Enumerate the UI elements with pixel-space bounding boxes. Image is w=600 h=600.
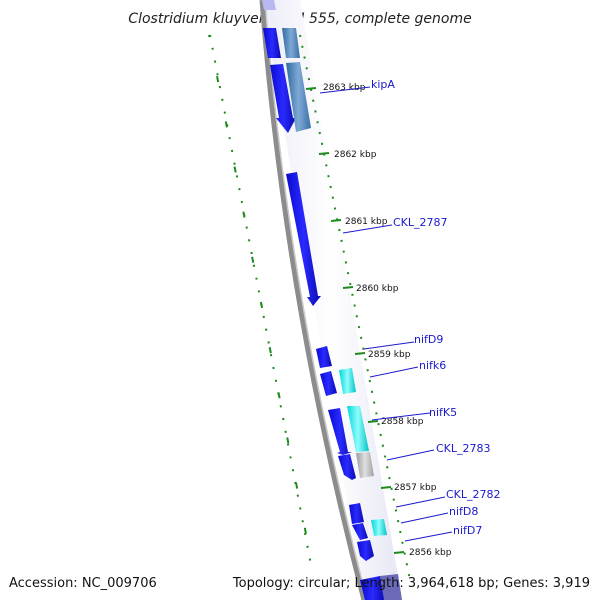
gene-arrow-kipA[interactable]	[286, 62, 311, 132]
gene-label-CKL-2782[interactable]: CKL_2782	[446, 488, 501, 501]
tick-label: 2859 kbp	[368, 350, 411, 360]
gene-arrow-nifk6[interactable]	[339, 368, 356, 394]
gene-arrow-CKL-2783-left[interactable]	[338, 454, 356, 480]
gene-arrow[interactable]	[282, 28, 300, 58]
genome-backbone	[259, 0, 367, 600]
scale-ticks: 2863 kbp 2862 kbp 2861 kbp 2860 kbp 2859…	[305, 83, 452, 558]
gene-label-kipA[interactable]: kipA	[371, 78, 395, 91]
gene-label-nifk6[interactable]: nifk6	[419, 359, 446, 372]
gene-arrow[interactable]	[360, 576, 385, 600]
gene-arrow[interactable]	[262, 0, 276, 10]
tick-label: 2856 kbp	[409, 548, 452, 558]
gene-arrow-nifK5-left[interactable]	[328, 408, 352, 455]
tick-label: 2861 kbp	[345, 217, 388, 227]
scale-tick	[305, 87, 317, 90]
scale-tick	[393, 551, 405, 554]
gene-label-nifK5[interactable]: nifK5	[429, 406, 457, 419]
gene-arrow-nifD9[interactable]	[316, 346, 332, 368]
gene-labels: kipA CKL_2787 nifD9 nifk6 nifK5 CKL_2783…	[371, 78, 501, 537]
gene-arrow-nifK5[interactable]	[347, 406, 369, 452]
gene-arrow-nifD7[interactable]	[357, 540, 374, 561]
tick-label: 2863 kbp	[323, 83, 366, 93]
genome-backbone-highlight	[264, 0, 368, 600]
tick-label: 2858 kbp	[381, 417, 424, 427]
gene-label-nifD7[interactable]: nifD7	[453, 524, 482, 537]
gene-label-nifD9[interactable]: nifD9	[414, 333, 443, 346]
gene-arrow-kipA-left[interactable]	[270, 64, 296, 133]
gene-arrow-nifD7-feature[interactable]	[371, 519, 387, 536]
scale-tick	[318, 152, 330, 155]
scale-tick	[330, 219, 342, 222]
gene-arrow-nifD8[interactable]	[352, 523, 368, 540]
scale-track	[299, 34, 411, 581]
gene-arrow-nifk6-left[interactable]	[320, 371, 337, 396]
scale-tick	[380, 486, 392, 489]
scale-tick	[367, 420, 379, 423]
scale-tick	[342, 286, 354, 289]
gene-label-CKL-2783[interactable]: CKL_2783	[436, 442, 491, 455]
gc-content-track	[208, 34, 314, 571]
tick-label: 2862 kbp	[334, 150, 377, 160]
gene-arrow-CKL-2782[interactable]	[349, 503, 364, 524]
tick-label: 2860 kbp	[356, 284, 399, 294]
gene-arrow-CKL-2787[interactable]	[286, 172, 321, 306]
gene-label-nifD8[interactable]: nifD8	[449, 505, 478, 518]
gene-label-CKL-2787[interactable]: CKL_2787	[393, 216, 448, 229]
gene-arrow[interactable]	[263, 28, 281, 58]
topology-label: Topology: circular; Length: 3,964,618 bp…	[232, 576, 590, 591]
tick-label: 2857 kbp	[394, 483, 437, 493]
gene-arrow-CKL-2783[interactable]	[356, 452, 374, 478]
gene-label-leaders	[319, 86, 453, 542]
gene-arrow[interactable]	[380, 574, 402, 600]
scale-tick	[354, 352, 366, 355]
accession-label: Accession: NC_009706	[9, 576, 157, 591]
